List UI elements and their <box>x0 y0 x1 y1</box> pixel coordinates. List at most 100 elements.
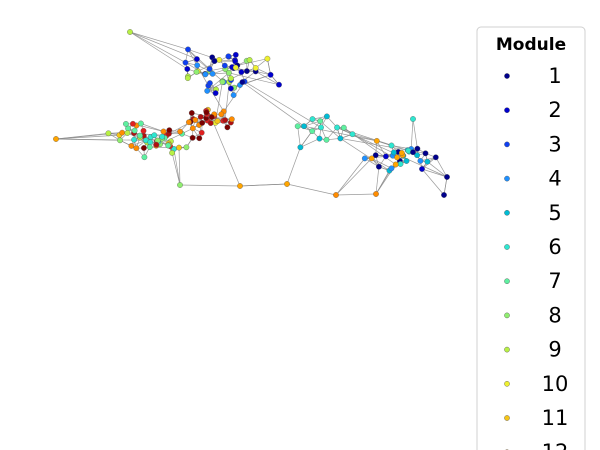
network-nodes <box>53 29 450 198</box>
network-node <box>197 114 204 120</box>
network-node <box>318 124 324 131</box>
network-node <box>394 154 400 161</box>
network-node <box>206 66 213 72</box>
network-node <box>208 114 215 120</box>
network-node <box>417 158 424 164</box>
legend-marker <box>504 244 510 250</box>
network-node <box>225 53 232 60</box>
network-edge <box>412 118 418 149</box>
network-node <box>219 79 226 85</box>
network-node <box>196 135 203 142</box>
network-node <box>410 149 416 156</box>
network-edge <box>171 152 181 186</box>
network-edge <box>129 31 186 63</box>
network-node <box>176 144 182 151</box>
network-edge <box>375 166 380 195</box>
network-edge <box>300 138 320 148</box>
network-edge <box>427 161 448 178</box>
network-edge <box>242 81 305 127</box>
network-edge <box>179 184 241 187</box>
legend-label: 9 <box>548 338 561 362</box>
network-node <box>309 128 316 134</box>
network-node <box>232 64 239 71</box>
network-node <box>194 62 201 69</box>
network-node <box>192 117 199 123</box>
legend-frame <box>476 26 586 450</box>
network-node <box>226 70 232 76</box>
network-node <box>159 133 165 140</box>
network-edge <box>371 158 392 169</box>
network-node <box>301 123 307 130</box>
network-node <box>221 62 228 69</box>
network-node <box>414 145 421 152</box>
network-node <box>397 161 404 167</box>
network-edge <box>207 85 225 112</box>
network-node <box>189 125 196 132</box>
network-node <box>349 131 356 138</box>
network-node <box>166 127 173 134</box>
network-edge <box>319 120 341 139</box>
network-edge <box>185 62 206 75</box>
network-node <box>188 110 195 116</box>
network-node <box>131 136 137 143</box>
network-node <box>410 116 416 122</box>
network-node <box>203 109 210 116</box>
network-edge <box>376 140 387 157</box>
network-node <box>146 144 153 150</box>
network-node <box>202 71 209 78</box>
legend-label: 12 <box>542 440 569 450</box>
network-edge <box>173 148 181 186</box>
network-node <box>368 155 375 162</box>
legend-entry: 11 <box>504 406 568 430</box>
network-node <box>238 69 245 75</box>
network-edge <box>335 193 377 196</box>
network-node <box>294 123 301 130</box>
network-node <box>276 81 282 88</box>
network-node <box>237 183 243 189</box>
network-node <box>444 174 450 180</box>
network-node <box>177 128 183 135</box>
legend-marker <box>504 415 510 421</box>
network-node <box>297 144 304 151</box>
network-node <box>185 46 191 53</box>
network-edge <box>55 138 146 141</box>
network-node <box>133 145 140 152</box>
legend-entry: 5 <box>504 201 562 225</box>
network-node <box>212 90 219 96</box>
network-edge <box>410 118 414 150</box>
network-node <box>228 85 234 92</box>
network-node <box>211 58 218 64</box>
network-node <box>194 56 200 62</box>
network-node <box>184 75 191 81</box>
network-node <box>141 154 148 161</box>
network-node <box>376 163 382 170</box>
legend-label: 10 <box>542 372 569 396</box>
network-node <box>127 29 133 35</box>
network-node <box>124 130 131 136</box>
network-node <box>216 57 223 63</box>
network-node <box>333 192 339 198</box>
network-node <box>383 153 389 160</box>
legend-entry: 7 <box>504 269 562 293</box>
network-edge <box>286 183 337 196</box>
network-node <box>207 80 213 86</box>
network-node <box>392 161 399 168</box>
legend-label: 4 <box>548 167 561 191</box>
network-edge <box>129 31 198 60</box>
network-node <box>246 57 253 63</box>
legend-marker <box>504 312 510 319</box>
legend-marker <box>504 107 510 113</box>
legend-entry: 4 <box>504 167 562 191</box>
network-node <box>189 134 196 141</box>
legend-label: 7 <box>548 269 561 293</box>
legend-marker <box>504 175 510 182</box>
legend-marker <box>504 141 510 148</box>
network-node <box>182 59 189 66</box>
network-edge <box>443 176 448 196</box>
network-node <box>441 192 447 198</box>
legend-entry: 3 <box>504 132 562 156</box>
network-edge <box>297 126 301 148</box>
legend-marker <box>504 346 510 353</box>
network-node <box>414 152 420 159</box>
